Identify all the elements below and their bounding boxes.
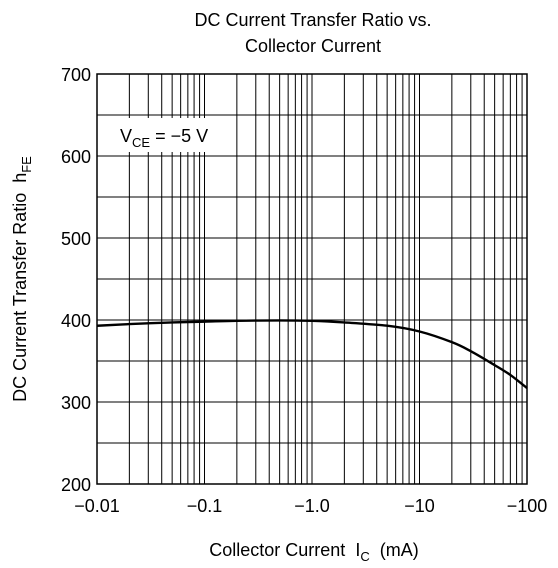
annotation-background [112, 118, 236, 152]
x-tick-label: −10 [404, 496, 435, 516]
x-tick-label: −1.0 [294, 496, 330, 516]
x-axis-label: Collector Current IC (mA) [209, 540, 418, 564]
x-axis-symbol: I [355, 540, 360, 560]
plot-frame [96, 73, 528, 485]
annotation-text: = −5 V [150, 126, 208, 146]
y-axis-label: DC Current Transfer Ratio hFE [10, 156, 34, 402]
y-tick-label: 400 [61, 311, 91, 331]
y-tick-labels: 200 300 400 500 600 700 [61, 65, 91, 495]
x-axis-unit: (mA) [380, 540, 419, 560]
x-tick-label: −0.01 [74, 496, 120, 516]
annotation-sub: CE [132, 135, 150, 150]
x-tick-label: −100 [507, 496, 548, 516]
y-tick-label: 500 [61, 229, 91, 249]
y-tick-label: 300 [61, 393, 91, 413]
y-axis-symbol: h [10, 173, 30, 183]
x-tick-label: −0.1 [187, 496, 223, 516]
svg-text:VCE = −5 V: VCE = −5 V [120, 126, 208, 150]
y-axis-sub: FE [19, 156, 34, 173]
annotation-symbol: V [120, 126, 132, 146]
x-axis-sub: C [360, 549, 369, 564]
chart-title-line1: DC Current Transfer Ratio vs. [194, 10, 431, 30]
y-tick-label: 200 [61, 475, 91, 495]
vce-annotation: VCE = −5 V [112, 118, 236, 152]
y-tick-label: 600 [61, 147, 91, 167]
series-line-hfe [96, 319, 528, 390]
chart-title-line2: Collector Current [245, 36, 381, 56]
y-axis-label-text: DC Current Transfer Ratio [10, 193, 30, 402]
x-axis-label-text: Collector Current [209, 540, 345, 560]
y-tick-label: 700 [61, 65, 91, 85]
x-tick-labels: −0.01 −0.1 −1.0 −10 −100 [74, 496, 547, 516]
